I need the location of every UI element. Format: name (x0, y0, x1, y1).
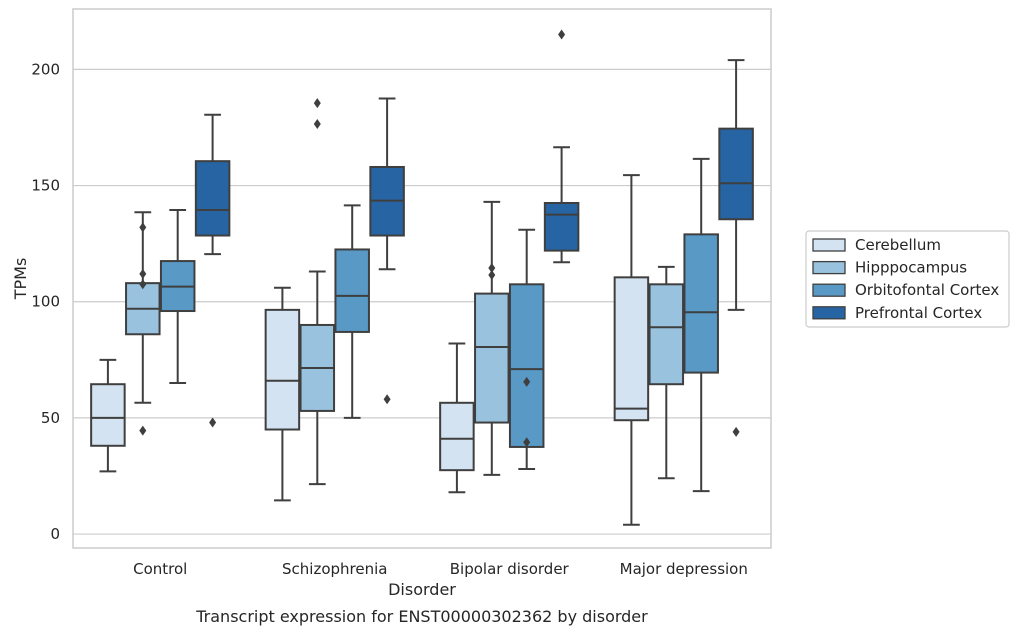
outlier-point (488, 270, 496, 281)
y-tick-label: 200 (31, 60, 60, 78)
legend: Cerebellum Hipppocampus Orbitofontal Corte… (805, 230, 1010, 328)
legend-swatch (812, 260, 846, 275)
box-plot (194, 113, 231, 428)
y-tick-label: 0 (50, 525, 60, 543)
x-axis-ticks: Control Schizophrenia Bipolar disorder Majo… (133, 560, 748, 578)
x-tick-label: Major depression (620, 560, 748, 578)
box-plot (474, 200, 510, 476)
outlier-point (139, 425, 147, 436)
box-plot (125, 211, 161, 436)
box-plot (683, 157, 719, 493)
x-axis-label: Disorder (388, 580, 456, 599)
outlier-point (383, 394, 391, 405)
outlier-point (523, 376, 531, 387)
outlier-point (558, 29, 566, 40)
box (474, 292, 510, 424)
box-plots (90, 29, 754, 526)
y-tick-label: 50 (41, 409, 60, 427)
box (718, 127, 754, 221)
outlier-point (732, 426, 740, 437)
box-plot (613, 174, 650, 526)
outlier-point (313, 98, 321, 109)
box-plot (508, 228, 545, 471)
outlier-point (139, 268, 147, 279)
box (648, 283, 685, 386)
box-plot (718, 59, 754, 437)
box (439, 401, 475, 472)
x-tick-label: Control (133, 560, 187, 578)
legend-swatch (812, 238, 846, 252)
legend-swatch (812, 283, 846, 297)
legend-frame (805, 230, 1010, 328)
y-tick-label: 100 (31, 293, 60, 311)
legend-label: Orbitofontal Cortex (855, 281, 999, 299)
box (334, 248, 370, 333)
outlier-point (488, 263, 496, 274)
box-plot (439, 342, 475, 494)
box (683, 233, 719, 374)
box (508, 283, 545, 448)
legend-swatch (812, 306, 846, 320)
box-plot (543, 29, 580, 264)
y-axis-ticks: 0 50 100 150 200 (31, 60, 60, 543)
plot-frame (72, 8, 772, 549)
figure-caption: Transcript expression for ENST0000030236… (195, 607, 648, 626)
legend-label: Cerebellum (855, 236, 941, 254)
y-axis-label: TPMs (11, 258, 30, 301)
outlier-point (313, 119, 321, 130)
box-plot (299, 98, 336, 486)
legend-label: Prefrontal Cortex (855, 304, 982, 322)
box (264, 308, 301, 431)
box-plot (648, 265, 685, 480)
box-plot (159, 208, 196, 385)
box (543, 201, 580, 252)
box (613, 276, 650, 422)
outlier-point (209, 417, 217, 428)
box-plot (334, 204, 370, 419)
box (90, 383, 126, 447)
outlier-point (523, 437, 531, 448)
y-tick-label: 150 (31, 177, 60, 195)
x-tick-label: Bipolar disorder (450, 560, 570, 578)
outlier-point (139, 222, 147, 233)
x-tick-label: Schizophrenia (282, 560, 387, 578)
box (194, 160, 231, 237)
box-plot (264, 286, 301, 502)
legend-label: Hipppocampus (855, 259, 967, 277)
outlier-point (139, 279, 147, 290)
box-plot (90, 358, 126, 473)
box-plot (369, 97, 405, 405)
